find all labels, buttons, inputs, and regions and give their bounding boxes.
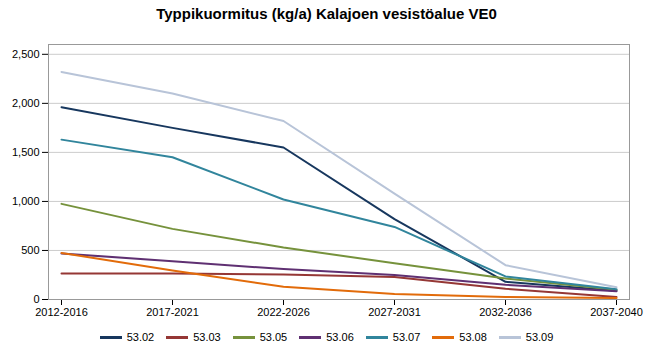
svg-text:2,500: 2,500: [12, 48, 40, 60]
html-text:53.07: 53.07: [392, 331, 421, 343]
html-text:53.06: 53.06: [326, 331, 354, 343]
svg-text:2027-2031: 2027-2031: [368, 306, 421, 318]
html-text:53.09: 53.09: [525, 331, 554, 343]
svg-text:2022-2026: 2022-2026: [257, 306, 310, 318]
svg-text:1,000: 1,000: [12, 195, 40, 207]
svg-text:1,500: 1,500: [12, 146, 40, 158]
html-text:Typpikuormitus (kg/a) Kalajoen: Typpikuormitus (kg/a) Kalajoen vesistöal…: [156, 5, 497, 22]
svg-text:2012-2016: 2012-2016: [35, 306, 88, 318]
html-text:53.08: 53.08: [459, 331, 487, 343]
svg-text:2032-2036: 2032-2036: [479, 306, 532, 318]
svg-text:500: 500: [21, 244, 39, 256]
html-text:53.02: 53.02: [126, 331, 155, 343]
svg-text:2037-2040: 2037-2040: [590, 306, 643, 318]
svg-text:0: 0: [33, 293, 39, 305]
svg-text:2,000: 2,000: [12, 97, 40, 109]
html-text:53.05: 53.05: [259, 331, 288, 343]
svg-text:2017-2021: 2017-2021: [146, 306, 199, 318]
html-text:53.03: 53.03: [193, 331, 221, 343]
